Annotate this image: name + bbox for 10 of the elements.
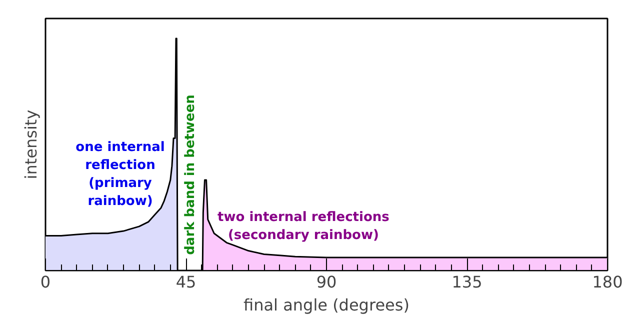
x-tick-label: 45 — [176, 272, 196, 292]
y-axis-title: intensity — [22, 110, 40, 180]
x-axis-title: final angle (degrees) — [244, 296, 410, 314]
x-tick-label: 180 — [592, 272, 623, 292]
x-tick-label: 135 — [452, 272, 482, 292]
x-tick-label: 0 — [40, 272, 51, 292]
annotation: one internal reflection (primary rainbow) — [76, 140, 165, 210]
annotation: two internal reflections (secondary rainbow) — [218, 210, 390, 243]
annotation: dark band in between — [182, 94, 198, 255]
x-tick-label: 90 — [316, 272, 337, 292]
